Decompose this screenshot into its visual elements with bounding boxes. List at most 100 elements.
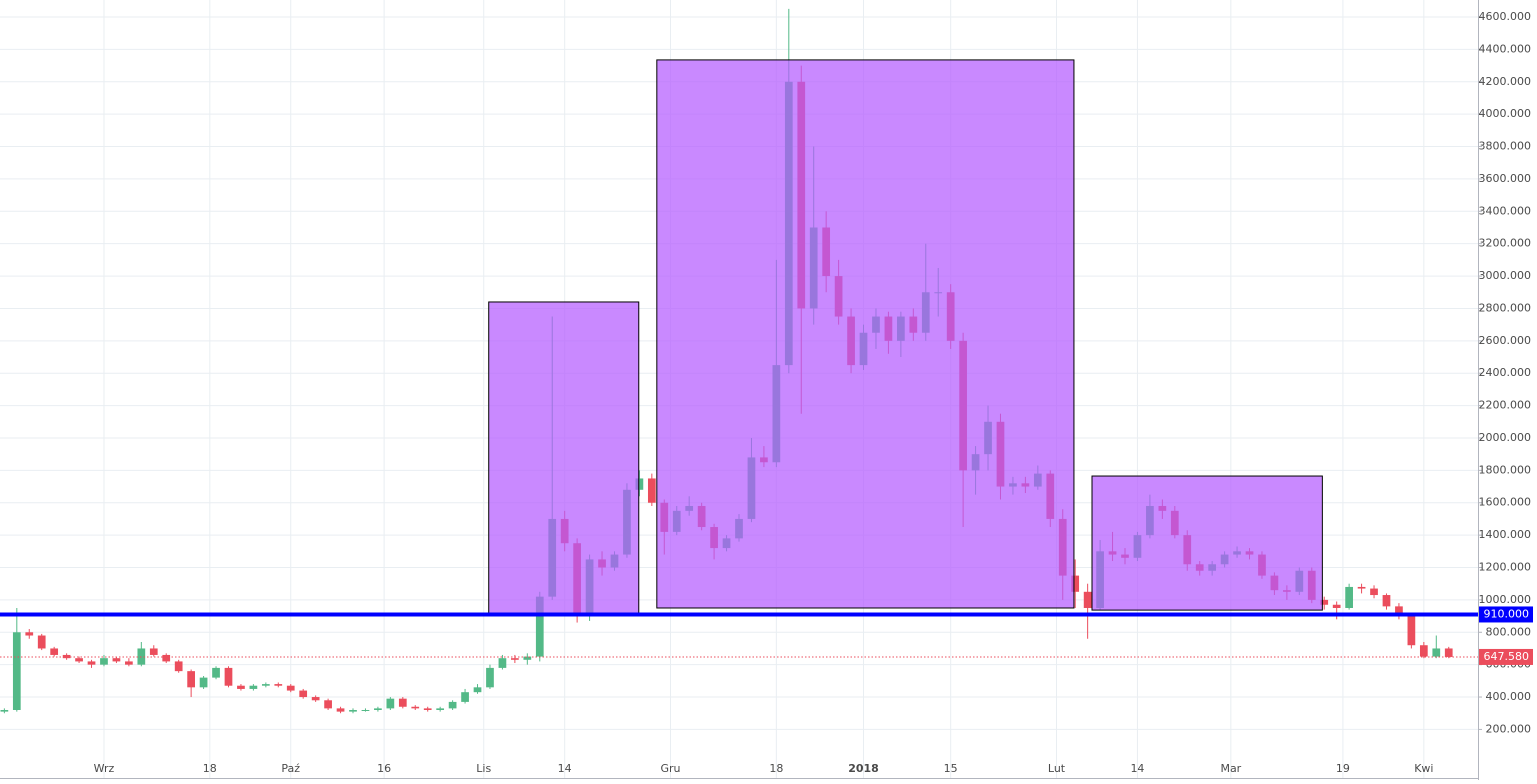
candle-body [249,685,258,689]
x-tick-label: Paź [281,762,300,775]
candle-body [535,596,544,657]
last-price-tag [1479,648,1533,665]
candle-body [1419,645,1428,657]
candle-body [1345,586,1353,608]
y-tick-label: 2400.000 [1479,366,1532,379]
level-tag [1479,606,1533,623]
candle-body [436,708,445,710]
candle-body [1382,595,1391,607]
candle-body [187,671,195,688]
x-tick-label: 2018 [848,762,879,775]
level-label: 910.000 [1484,607,1530,620]
candle-body [523,656,532,660]
candle-body [1071,575,1080,592]
candle-body [112,658,121,662]
candle-body [386,698,395,709]
last-price-label: 647.580 [1484,650,1530,663]
x-tick-label: 18 [769,762,783,775]
candle-body [224,667,233,686]
candle-body [286,685,295,691]
candle-body [1370,588,1378,596]
x-tick-label: 15 [944,762,958,775]
y-tick-label: 4600.000 [1479,10,1532,23]
candle-body [1395,606,1403,617]
candle-body [100,658,108,665]
candle-body [199,677,208,688]
highlight-zone [488,301,640,615]
candle-body [149,648,158,655]
y-tick-label: 200.000 [1486,722,1532,735]
candle-body [1320,599,1329,605]
y-tick-label: 1200.000 [1479,561,1532,574]
candle-body [473,687,482,693]
x-tick-label: Wrz [94,762,115,775]
candle-body [448,701,457,709]
candle-body [324,700,332,709]
candle-body [37,635,46,649]
x-tick-label: 19 [1336,762,1350,775]
candle-body [174,661,183,672]
candle-body [486,667,494,688]
candle-body [635,478,644,490]
highlight-zone [1091,475,1323,611]
candle-body [75,658,83,662]
x-tick-label: Kwi [1414,762,1433,775]
x-tick-label: 16 [377,762,391,775]
candle-body [261,684,270,686]
candle-body [299,690,308,698]
y-tick-label: 1000.000 [1479,593,1532,606]
zones [488,59,1323,615]
x-tick-label: 14 [558,762,572,775]
y-tick-label: 2800.000 [1479,301,1532,314]
candle-body [411,706,420,709]
x-tick-label: 18 [203,762,217,775]
x-tick-label: Lut [1048,762,1066,775]
candle-body [349,709,357,712]
candle-body [1432,648,1441,657]
x-tick-label: Mar [1220,762,1241,775]
y-tick-label: 3800.000 [1479,140,1532,153]
y-tick-label: 2600.000 [1479,334,1532,347]
candle-body [1407,616,1416,646]
candle-body [125,661,133,665]
y-tick-label: 2000.000 [1479,431,1532,444]
y-tick-label: 3400.000 [1479,204,1532,217]
candle-body [274,684,283,686]
axes: 200.000400.000600.000800.0001000.0001200… [94,10,1533,775]
candle-body [1083,591,1092,608]
candle-body [1332,604,1341,608]
y-tick-label: 1800.000 [1479,463,1532,476]
y-tick-label: 800.000 [1486,625,1532,638]
candle-body [50,648,59,655]
y-tick-label: 1400.000 [1479,528,1532,541]
candle-body [25,632,34,636]
candle-body [374,708,382,710]
candle-body [498,658,507,668]
x-tick-label: Lis [476,762,491,775]
candle-body [311,697,320,701]
candle-body [336,708,345,712]
candle-body [1444,648,1453,657]
candle-body [423,708,432,710]
y-tick-label: 3000.000 [1479,269,1532,282]
candle-body [212,667,220,678]
y-tick-label: 1600.000 [1479,496,1532,509]
y-tick-label: 2200.000 [1479,399,1532,412]
candle-body [511,658,519,660]
y-tick-label: 400.000 [1486,690,1532,703]
candle-body [647,478,656,503]
candle-body [1357,586,1366,589]
candle-body [87,661,96,665]
x-tick-label: 14 [1130,762,1144,775]
candle-body [0,709,9,712]
candle-body [461,692,469,702]
candle-body [361,709,370,711]
candle-body [162,654,171,662]
y-tick-label: 3200.000 [1479,237,1532,250]
highlight-zone [656,59,1075,609]
y-tick-label: 4000.000 [1479,107,1532,120]
price-lines [0,612,1478,658]
y-tick-label: 4400.000 [1479,42,1532,55]
